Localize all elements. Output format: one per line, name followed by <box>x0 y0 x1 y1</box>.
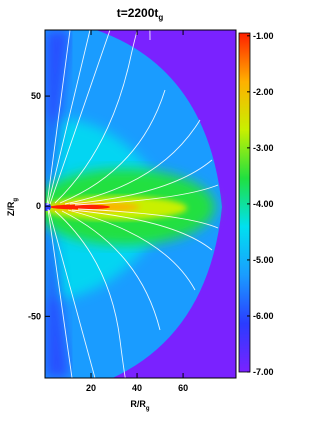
x-tick-label: 60 <box>178 383 188 393</box>
x-label-subscript: g <box>146 406 150 412</box>
chart-title: t=2200tg <box>117 6 164 22</box>
y-tick-label: 0 <box>36 201 41 211</box>
colorbar-tick-label: -7.00 <box>253 367 274 377</box>
x-axis-label: R/Rg <box>130 399 150 412</box>
colorbar-tick-label: -4.00 <box>253 199 274 209</box>
y-tick-label: -50 <box>28 311 41 321</box>
colorbar-tick-label: -6.00 <box>253 311 274 321</box>
title-text: t=2200t <box>117 6 159 20</box>
field-line <box>59 89 166 204</box>
field-line <box>69 159 213 205</box>
field-line <box>48 209 96 378</box>
x-tick-label: 40 <box>132 383 142 393</box>
y-tick-label: 50 <box>31 91 41 101</box>
field-line <box>61 210 161 331</box>
field-line <box>67 209 196 291</box>
field-line <box>46 30 71 206</box>
y-label-text: Z/R <box>6 201 16 216</box>
field-line <box>77 208 219 229</box>
x-label-text: R/R <box>130 399 146 409</box>
field-line <box>54 210 130 378</box>
plot-frame <box>44 29 237 379</box>
colorbar-tick-label: -1.00 <box>253 31 274 41</box>
colorbar-tick-label: -3.00 <box>253 143 274 153</box>
colorbar-tick-label: -2.00 <box>253 87 274 97</box>
y-axis-label: Z/Rg <box>6 198 19 217</box>
disk-red <box>50 204 110 210</box>
heatmap <box>45 30 236 378</box>
field-line <box>54 30 151 204</box>
chart: t=2200tg R/Rg Z/Rg 20 40 60-50050-1.00-2.0… <box>6 6 274 412</box>
colorbar <box>238 32 251 373</box>
field-line <box>47 208 73 378</box>
center <box>45 203 51 211</box>
field-line <box>64 119 201 205</box>
title-subscript: g <box>158 13 163 22</box>
field-line <box>74 184 219 206</box>
field-line <box>47 30 91 206</box>
field-line <box>71 209 213 251</box>
colorbar-tick-label: -5.00 <box>253 255 274 265</box>
y-label-subscript: g <box>13 198 19 202</box>
field-line <box>49 30 111 205</box>
x-tick-label: 20 <box>86 383 96 393</box>
left-deep <box>45 30 70 378</box>
